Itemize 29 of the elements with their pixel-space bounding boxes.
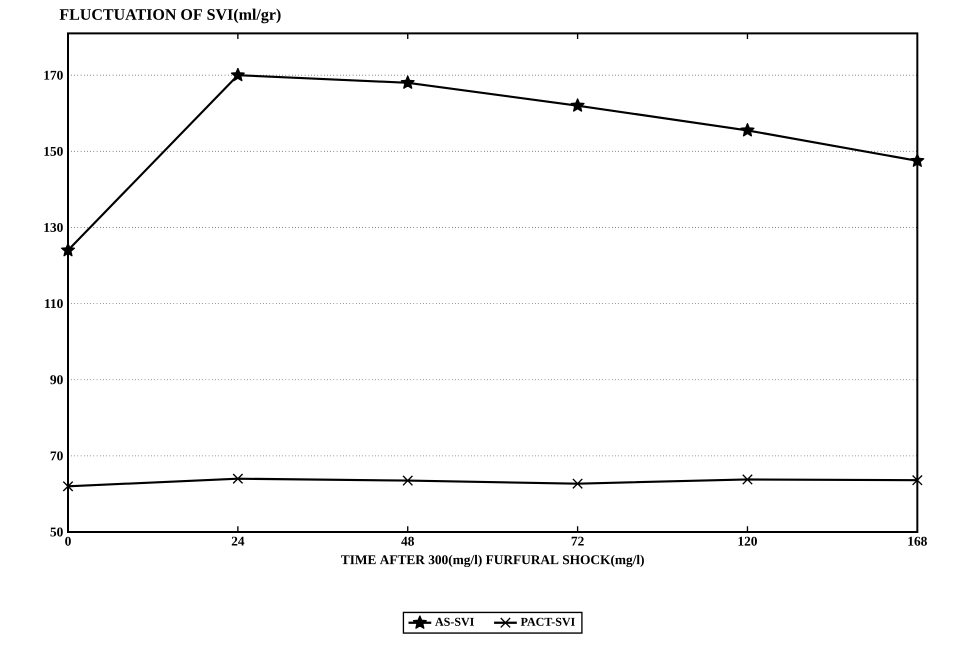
point xyxy=(572,478,583,490)
y-tick-label: 130 xyxy=(44,222,63,232)
x-tick-label: 24 xyxy=(232,536,244,546)
legend-label: PACT-SVI xyxy=(520,618,575,626)
point xyxy=(570,98,585,112)
y-tick-label: 150 xyxy=(44,146,63,156)
y-tick-label: 170 xyxy=(44,70,63,80)
x-tick-label: 48 xyxy=(401,536,414,546)
point xyxy=(232,473,244,484)
point xyxy=(400,75,415,89)
legend-label: AS-SVI xyxy=(435,618,474,626)
y-tick-label: 70 xyxy=(50,451,63,460)
point xyxy=(912,474,923,486)
point xyxy=(742,474,753,485)
point xyxy=(230,68,245,82)
chart-title: FLUCTUATION OF SVI(ml/gr) xyxy=(60,8,281,24)
x-tick-label: 0 xyxy=(65,536,71,546)
x-axis-title: TIME AFTER 300(mg/l) FURFURAL SHOCK(mg/l) xyxy=(341,554,644,568)
y-tick-label: 110 xyxy=(45,299,63,308)
y-tick-label: 90 xyxy=(50,375,63,384)
point xyxy=(740,123,754,136)
y-tick-label: 50 xyxy=(50,527,63,536)
point xyxy=(61,242,76,256)
point xyxy=(62,480,74,492)
point xyxy=(910,154,924,167)
x-tick-label: 120 xyxy=(738,536,757,546)
x-tick-label: 168 xyxy=(908,536,927,546)
point xyxy=(402,475,414,486)
x-tick-label: 72 xyxy=(572,536,584,546)
